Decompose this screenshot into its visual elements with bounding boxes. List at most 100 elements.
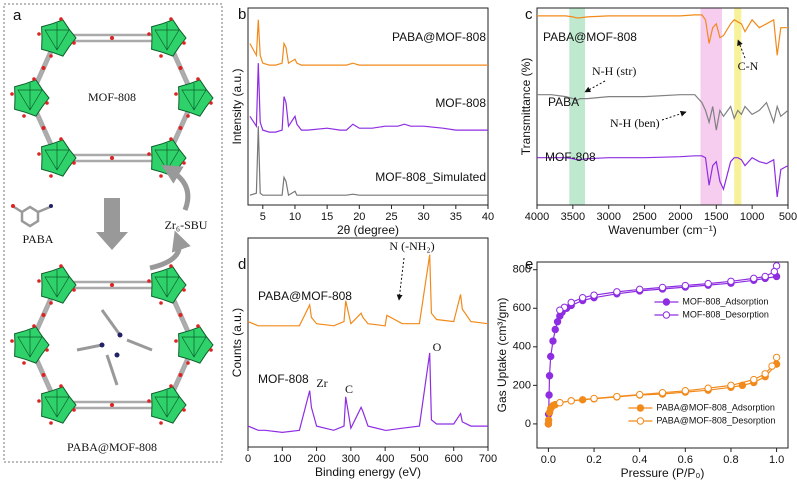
oxygen xyxy=(11,204,15,208)
x-tick-label: 30 xyxy=(418,211,430,223)
data-point xyxy=(590,394,598,403)
oxygen xyxy=(110,403,114,407)
oxygen xyxy=(72,41,76,45)
oxygen xyxy=(59,17,63,21)
zr-cluster xyxy=(178,79,214,117)
oxygen xyxy=(174,92,178,96)
x-tick-label: 300 xyxy=(342,453,360,465)
series-line xyxy=(249,126,488,197)
paba-stick xyxy=(126,338,153,352)
y-axis-label: Counts (a.u.) xyxy=(230,308,244,377)
annotation: Zr xyxy=(316,376,327,390)
data-point xyxy=(761,272,769,281)
cluster-edges xyxy=(17,83,43,111)
annotation: N-H (str) xyxy=(592,64,636,78)
zr-cluster xyxy=(151,386,187,424)
paba-mof-label: PABA@MOF-808 xyxy=(67,440,157,454)
series-line xyxy=(249,63,488,133)
oxygen xyxy=(37,32,41,36)
data-point xyxy=(750,375,758,384)
oxygen xyxy=(182,408,186,412)
x-axis-label: Wavenumber (cm⁻¹) xyxy=(608,223,717,237)
oxygen xyxy=(186,114,190,118)
oxygen xyxy=(72,408,76,412)
x-tick-label: 600 xyxy=(445,453,463,465)
data-point xyxy=(658,388,667,397)
data-point xyxy=(772,353,781,362)
series-label: PABA@MOF-808 xyxy=(258,289,352,303)
oxygen xyxy=(209,101,213,105)
panel-label: e xyxy=(525,256,533,273)
x-tick-label: 1000 xyxy=(740,211,764,223)
oxygen xyxy=(110,36,114,40)
data-point xyxy=(761,370,769,378)
oxygen xyxy=(59,264,63,268)
annotation-arrow xyxy=(661,110,687,121)
oxygen xyxy=(182,288,186,292)
legend-label: PABA@MOF-808_Desorption xyxy=(656,415,775,425)
x-tick-label: 0.2 xyxy=(586,454,601,466)
series-label: PABA@MOF-808 xyxy=(392,30,486,44)
zr-cluster xyxy=(41,266,77,304)
plot-frame xyxy=(247,7,489,206)
oxygen xyxy=(178,126,183,130)
annotation: O xyxy=(433,340,442,354)
zr-cluster xyxy=(41,139,77,177)
oxygen xyxy=(10,339,14,343)
series-line xyxy=(537,155,789,198)
x-tick-label: 0 xyxy=(245,453,251,465)
oxygen xyxy=(169,384,173,388)
y-tick-label: 400 xyxy=(513,341,531,353)
x-axis-label: Pressure (P/P₀) xyxy=(621,466,705,480)
oxygen xyxy=(37,399,41,403)
cluster-edges xyxy=(181,83,207,111)
cluster-edges xyxy=(44,23,70,51)
x-tick-label: 15 xyxy=(321,211,333,223)
x-axis-label: 2θ (degree) xyxy=(337,223,399,237)
series-label: MOF-808_Simulated xyxy=(375,170,486,184)
oxygen xyxy=(159,174,163,178)
data-point xyxy=(590,291,598,299)
oxygen xyxy=(32,77,36,81)
oxygen xyxy=(159,421,163,425)
oxygen xyxy=(49,174,53,178)
zr-cluster xyxy=(41,19,77,57)
oxygen xyxy=(49,301,53,305)
zr-cluster xyxy=(14,79,50,117)
data-point xyxy=(681,281,690,290)
legend-label: PABA@MOF-808_Adsorption xyxy=(656,402,775,412)
zr-cluster xyxy=(151,19,187,57)
oxygen xyxy=(196,77,200,81)
oxygen xyxy=(41,126,46,130)
x-tick-label: 5 xyxy=(260,211,266,223)
cluster-edges xyxy=(17,330,43,358)
cluster-edges xyxy=(44,270,70,298)
series-label: MOF-808 xyxy=(258,372,309,386)
x-tick-label: 2500 xyxy=(632,211,656,223)
series-line xyxy=(247,352,488,434)
x-tick-label: 3500 xyxy=(561,211,585,223)
nitrogen xyxy=(117,332,123,338)
x-tick-label: 4000 xyxy=(525,211,549,223)
panel-label: a xyxy=(13,7,22,24)
data-point xyxy=(704,384,712,392)
oxygen xyxy=(178,66,183,70)
data-point xyxy=(613,392,621,401)
data-point xyxy=(727,381,735,390)
x-tick-label: 0.4 xyxy=(632,454,647,466)
legend-marker xyxy=(662,298,671,306)
x-tick-label: 0.6 xyxy=(678,454,693,466)
paba-stick xyxy=(105,354,119,386)
cluster-edges xyxy=(44,390,70,418)
paba-molecule xyxy=(13,205,51,228)
oxygen xyxy=(147,399,151,403)
zr-cluster xyxy=(151,139,187,177)
oxygen xyxy=(45,348,49,352)
y-axis-label: Intensity (a.u.) xyxy=(230,68,244,144)
plot-frame xyxy=(536,7,789,206)
oxygen xyxy=(32,324,36,328)
oxygen xyxy=(169,17,173,21)
band xyxy=(569,8,586,205)
oxygen xyxy=(49,54,53,58)
